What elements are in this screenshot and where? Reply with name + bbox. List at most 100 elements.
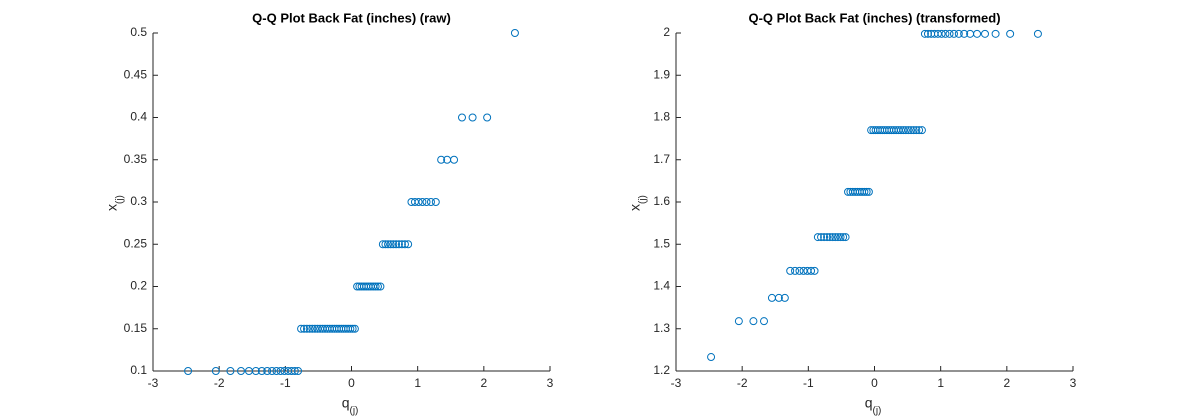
- y-axis-label-group: x(j): [627, 195, 649, 211]
- y-tick-label: 0.35: [124, 152, 148, 166]
- point: [839, 233, 848, 242]
- point: [226, 367, 235, 375]
- point: [184, 367, 193, 375]
- y-tick-label: 2: [663, 25, 670, 39]
- point: [909, 126, 918, 135]
- point: [820, 233, 829, 242]
- point: [1006, 29, 1015, 38]
- point: [823, 233, 832, 242]
- y-tick-label: 0.15: [124, 321, 148, 335]
- x-tick-label: 3: [547, 376, 554, 390]
- y-axis-label-subscript: (j): [638, 195, 649, 204]
- point: [1033, 29, 1042, 38]
- y-tick-label: 0.1: [130, 363, 147, 377]
- point: [831, 233, 840, 242]
- point: [418, 198, 427, 206]
- point: [394, 240, 403, 249]
- point: [371, 282, 380, 291]
- point: [468, 113, 477, 122]
- point: [297, 324, 306, 333]
- point: [290, 367, 299, 375]
- point: [949, 29, 958, 38]
- point: [813, 233, 822, 242]
- point: [308, 324, 317, 333]
- point: [786, 266, 795, 275]
- point: [287, 367, 296, 375]
- chart-title: Q-Q Plot Back Fat (inches) (transformed): [748, 10, 1000, 25]
- point: [707, 353, 716, 362]
- x-tick-label: -2: [737, 376, 748, 390]
- plot: -3 -2 -1 0 1 2 3 1.2 1.3 1.4 1.5 1.6 1.7 1.8 1.9 2 Q-Q P…: [627, 10, 1077, 416]
- point: [780, 293, 789, 302]
- y-tick-label: 1.9: [653, 67, 670, 81]
- point: [257, 367, 266, 375]
- point: [749, 317, 758, 326]
- y-tick-label: 1.3: [653, 321, 670, 335]
- x-tick-label: -1: [803, 376, 814, 390]
- plot: -3 -2 -1 0 1 2 3 0.1 0.15 0.2 0.25 0.3 0.35 0.4 0.45 0.…: [104, 10, 554, 416]
- point: [954, 29, 963, 38]
- y-tick-label: 1.4: [653, 279, 670, 293]
- point: [237, 367, 246, 375]
- y-tick-label: 1.5: [653, 236, 670, 250]
- point: [901, 126, 910, 135]
- y-tick-label: 0.5: [130, 25, 147, 39]
- point: [937, 29, 946, 38]
- point: [211, 367, 220, 375]
- point: [483, 113, 492, 122]
- point: [376, 282, 385, 291]
- point: [860, 187, 869, 196]
- point: [923, 29, 932, 38]
- point: [310, 324, 319, 333]
- point: [920, 29, 929, 38]
- point: [734, 317, 743, 326]
- point: [400, 240, 409, 249]
- x-axis-label-subscript: (j): [350, 406, 359, 417]
- point: [825, 233, 834, 242]
- y-axis-label-group: x(j): [104, 195, 126, 211]
- point: [899, 126, 908, 135]
- y-tick-label: 1.6: [653, 194, 670, 208]
- x-tick-label: -3: [148, 376, 159, 390]
- x-tick-label: -2: [214, 376, 225, 390]
- point: [904, 126, 913, 135]
- y-tick-label: 1.7: [653, 152, 670, 166]
- point: [980, 29, 989, 38]
- y-axis-label-subscript: (j): [115, 195, 126, 204]
- point: [431, 198, 440, 206]
- chart-title: Q-Q Plot Back Fat (inches) (raw): [252, 10, 451, 25]
- point: [350, 324, 359, 333]
- x-tick-label: 1: [414, 376, 421, 390]
- point: [767, 293, 776, 302]
- point: [760, 317, 769, 326]
- y-tick-label: 1.8: [653, 110, 670, 124]
- point: [422, 198, 431, 206]
- point: [392, 240, 401, 249]
- point: [294, 367, 303, 375]
- point: [991, 29, 1000, 38]
- point: [386, 240, 395, 249]
- point: [381, 240, 390, 249]
- y-axis-label: x: [104, 204, 120, 211]
- x-tick-label: 0: [871, 376, 878, 390]
- point: [810, 266, 819, 275]
- x-tick-label: 3: [1070, 376, 1077, 390]
- y-tick-label: 0.25: [124, 236, 148, 250]
- point: [862, 187, 871, 196]
- point: [960, 29, 969, 38]
- point: [251, 367, 260, 375]
- y-tick-label: 0.4: [130, 110, 147, 124]
- point: [807, 266, 816, 275]
- x-tick-label: -3: [671, 376, 682, 390]
- point: [263, 367, 272, 375]
- point: [841, 233, 850, 242]
- point: [941, 29, 950, 38]
- point: [791, 266, 800, 275]
- point: [268, 367, 277, 375]
- point: [907, 126, 916, 135]
- point: [917, 126, 926, 135]
- point: [912, 126, 921, 135]
- point: [510, 29, 519, 37]
- x-axis-label: q: [342, 395, 350, 411]
- x-tick-label: -1: [280, 376, 291, 390]
